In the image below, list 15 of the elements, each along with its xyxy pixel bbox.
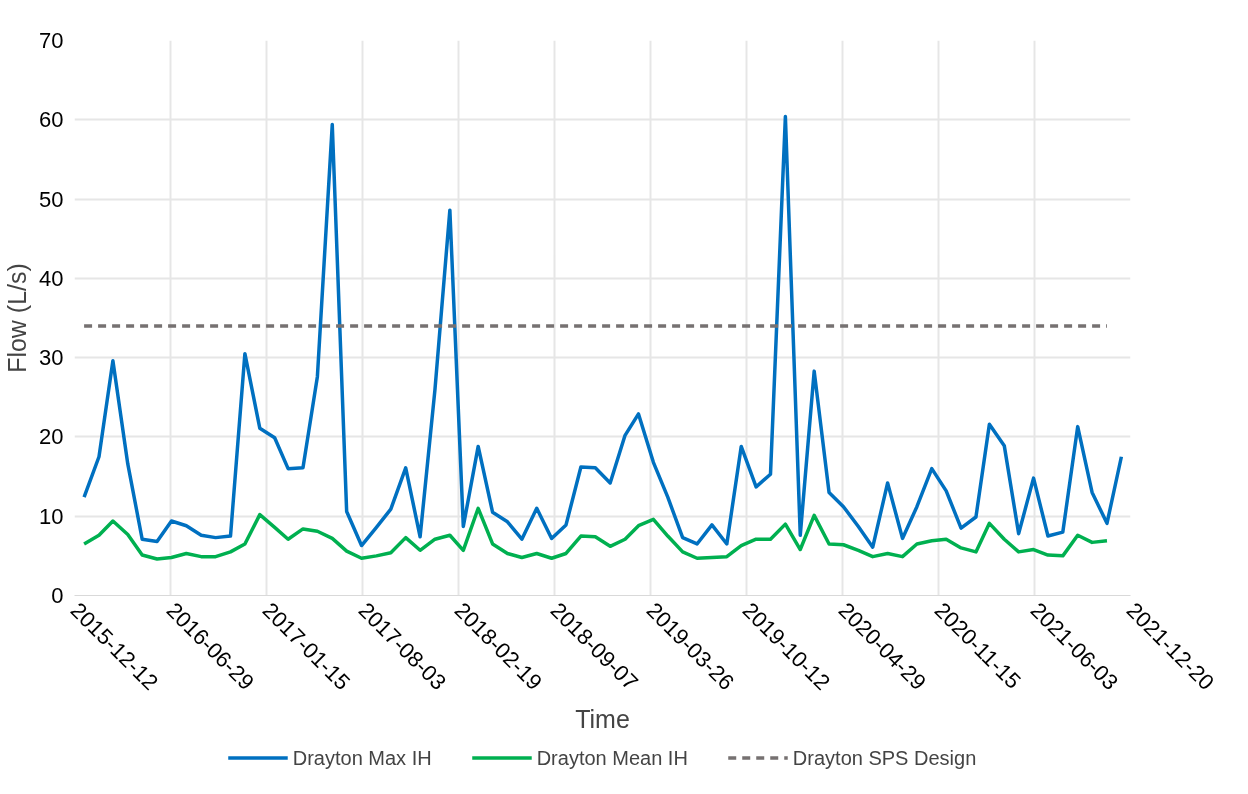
legend-label: Drayton Max IH: [292, 746, 432, 769]
y-tick-label: 40: [39, 265, 64, 291]
line-series: [82, 506, 1109, 561]
legend-label: Drayton SPS Design: [792, 746, 977, 769]
y-tick-label: 10: [39, 503, 64, 529]
y-axis-title: Flow (L/s): [3, 263, 32, 373]
y-tick-label: 70: [39, 28, 64, 53]
y-tick-label: 60: [39, 107, 64, 133]
x-axis-title: Time: [575, 704, 630, 733]
y-tick-label: 30: [39, 345, 64, 371]
y-tick-label: 0: [51, 583, 64, 608]
line-series: [82, 114, 1124, 549]
y-tick-label: 50: [39, 186, 64, 212]
legend-label: Drayton Mean IH: [536, 746, 688, 769]
y-tick-label: 20: [39, 424, 64, 450]
